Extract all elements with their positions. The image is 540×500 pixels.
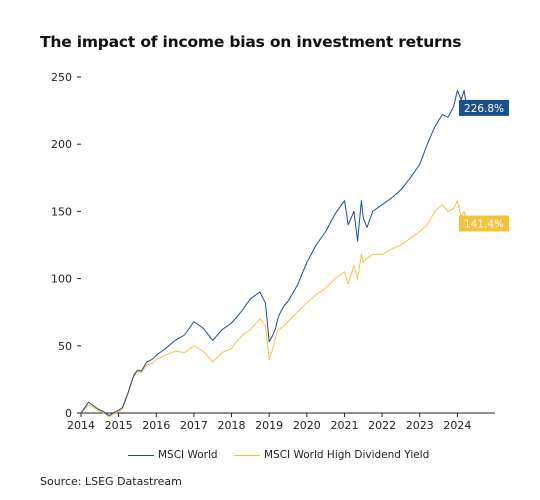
x-tick-label: 2015 <box>105 419 133 432</box>
legend-item-msci-high-dividend: MSCI World High Dividend Yield <box>234 449 429 461</box>
x-tick-label: 2023 <box>406 419 434 432</box>
y-tick-label: 250 <box>51 71 72 84</box>
x-tick-label: 2021 <box>330 419 358 432</box>
x-tick-label: 2020 <box>293 419 321 432</box>
legend: MSCI World MSCI World High Dividend Yiel… <box>0 449 540 465</box>
legend-item-msci-world: MSCI World <box>128 449 218 461</box>
x-tick-label: 2022 <box>368 419 396 432</box>
legend-swatch-msci-world <box>128 454 154 456</box>
legend-label-msci-high-dividend: MSCI World High Dividend Yield <box>264 449 430 461</box>
x-tick-label: 2017 <box>180 419 208 432</box>
x-tick-label: 2014 <box>67 419 95 432</box>
y-tick-label: 50 <box>58 340 72 353</box>
series-line-msci-world <box>80 89 468 417</box>
chart-title: The impact of income bias on investment … <box>40 33 462 51</box>
axes: 0 50 100 150 200 250 2014 2015 2016 2017 2018 2019 2… <box>51 71 495 432</box>
end-label-box-msci-world <box>459 99 509 116</box>
y-tick-label: 100 <box>51 273 72 286</box>
series-group <box>80 89 468 418</box>
y-tick-label: 0 <box>65 407 72 420</box>
legend-swatch-msci-high-dividend <box>234 454 260 456</box>
end-label-msci-world: 226.8% <box>464 103 504 115</box>
x-tick-label: 2018 <box>218 419 246 432</box>
end-label-msci-high-dividend: 141.4% <box>464 218 504 230</box>
end-labels: 226.8% 141.4% <box>459 99 509 232</box>
source-note: Source: LSEG Datastream <box>40 475 182 488</box>
legend-label-msci-world: MSCI World <box>158 449 218 461</box>
end-label-box-msci-high-dividend <box>459 215 509 232</box>
x-tick-label: 2024 <box>443 419 471 432</box>
y-tick-label: 200 <box>51 138 72 151</box>
series-line-msci-high-dividend <box>80 200 468 418</box>
x-tick-label: 2016 <box>142 419 170 432</box>
x-tick-label: 2019 <box>255 419 283 432</box>
y-tick-label: 150 <box>51 205 72 218</box>
